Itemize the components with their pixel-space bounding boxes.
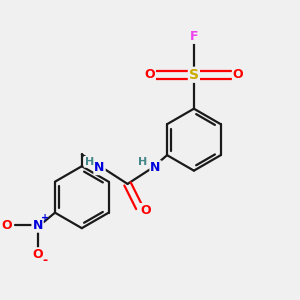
Text: O: O xyxy=(32,248,43,261)
Text: N: N xyxy=(150,161,161,174)
Text: H: H xyxy=(138,157,147,167)
Text: F: F xyxy=(190,30,198,43)
Text: O: O xyxy=(1,219,12,232)
Text: +: + xyxy=(41,213,49,223)
Text: O: O xyxy=(233,68,244,81)
Text: S: S xyxy=(189,68,199,82)
Text: -: - xyxy=(42,254,47,267)
Text: H: H xyxy=(85,157,94,167)
Text: N: N xyxy=(32,219,43,232)
Text: N: N xyxy=(94,161,105,174)
Text: O: O xyxy=(140,204,151,217)
Text: O: O xyxy=(144,68,155,81)
